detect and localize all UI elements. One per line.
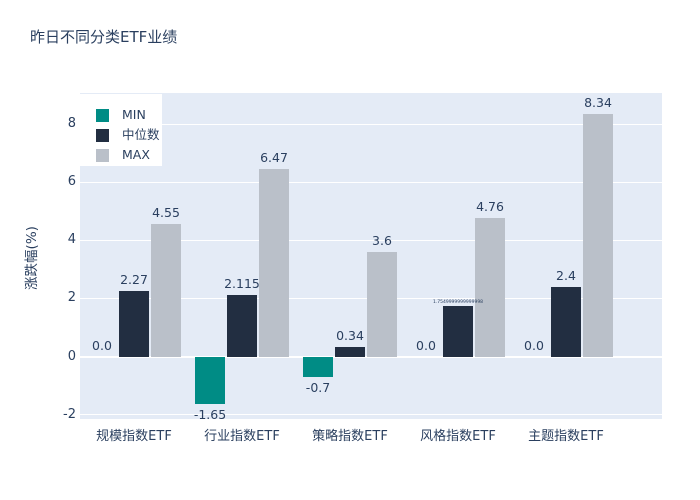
legend-item-median[interactable]: 中位数 (96, 128, 160, 142)
bar-median-0[interactable] (119, 290, 149, 357)
y-tick-label: 0 (67, 348, 76, 364)
bar-value-label-min-2: -0.7 (305, 379, 331, 395)
legend-item-min[interactable]: MIN (96, 108, 146, 122)
bar-value-label-median-4: 2.4 (556, 267, 576, 283)
zero-gridline (80, 355, 662, 358)
x-tick-label-3: 风格指数ETF (420, 429, 496, 444)
bar-value-label-min-3: 0.0 (416, 337, 436, 353)
bar-value-label-min-1: -1.65 (193, 407, 227, 423)
bar-value-label-median-3: 1.7549999999999998 (432, 298, 484, 304)
gridline (80, 239, 662, 241)
bar-median-4[interactable] (551, 286, 581, 357)
legend-label-max: MAX (122, 147, 150, 162)
x-tick-label-2: 策略指数ETF (312, 429, 388, 444)
bar-max-2[interactable] (367, 251, 397, 357)
gridline (80, 414, 662, 416)
legend: MIN 中位数 MAX (80, 94, 162, 166)
max-series-swatch (96, 148, 109, 162)
gridline (80, 181, 662, 183)
bar-max-0[interactable] (151, 224, 181, 357)
y-tick-label: 8 (67, 116, 76, 132)
bar-value-label-median-1: 2.115 (224, 276, 260, 292)
bar-min-1[interactable] (195, 356, 225, 405)
bar-value-label-min-4: 0.0 (524, 337, 544, 353)
gridline (80, 123, 662, 125)
legend-label-median: 中位数 (122, 127, 160, 142)
y-tick-label: 2 (67, 290, 76, 306)
min-series-swatch (96, 108, 109, 122)
bar-median-1[interactable] (227, 295, 257, 357)
plot-area: 0.0 -1.65 -0.7 0.0 0.0 2.27 2.115 0.34 1.7549999… (80, 93, 662, 423)
bar-max-3[interactable] (475, 218, 505, 357)
y-tick-label: 4 (67, 232, 76, 248)
legend-label-min: MIN (122, 107, 146, 122)
x-tick-label-0: 规模指数ETF (96, 429, 172, 444)
bar-value-label-max-3: 4.76 (476, 199, 504, 215)
bar-max-4[interactable] (583, 114, 613, 357)
bar-value-label-median-0: 2.27 (120, 271, 148, 287)
bar-median-2[interactable] (335, 346, 365, 357)
bar-value-label-max-2: 3.6 (372, 232, 392, 248)
bar-value-label-max-4: 8.34 (584, 95, 612, 111)
x-tick-label-4: 主题指数ETF (528, 429, 604, 444)
bar-median-3[interactable] (443, 305, 473, 357)
bar-min-2[interactable] (303, 356, 333, 377)
bar-value-label-median-2: 0.34 (336, 327, 364, 343)
bar-max-1[interactable] (259, 168, 289, 357)
y-tick-label: 6 (67, 174, 76, 190)
legend-item-max[interactable]: MAX (96, 148, 150, 162)
x-tick-label-1: 行业指数ETF (204, 429, 280, 444)
chart-title: 昨日不同分类ETF业绩 (30, 28, 178, 46)
median-series-swatch (96, 128, 109, 142)
y-tick-label: -2 (63, 406, 76, 422)
bar-value-label-max-1: 6.47 (260, 149, 288, 165)
bar-value-label-min-0: 0.0 (92, 337, 112, 353)
bar-value-label-max-0: 4.55 (152, 205, 180, 221)
